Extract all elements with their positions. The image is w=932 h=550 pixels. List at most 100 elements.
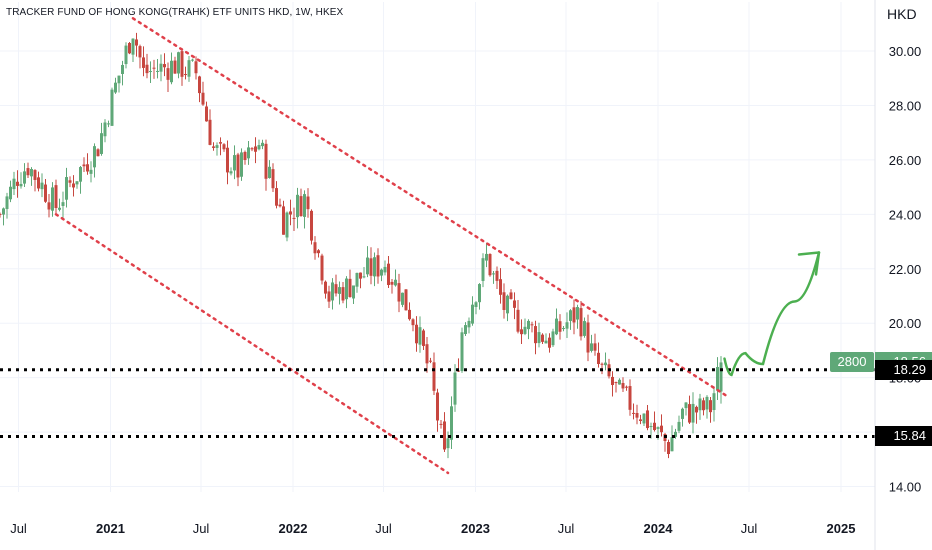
candle-body xyxy=(96,149,100,157)
candle-body xyxy=(387,263,390,285)
candle-body xyxy=(450,406,453,440)
candle-body xyxy=(593,343,597,351)
candle-body xyxy=(380,269,383,276)
candle-body xyxy=(296,194,299,218)
candle-body xyxy=(198,76,201,94)
candle-body xyxy=(415,324,418,344)
candle-body xyxy=(555,318,558,335)
candle-body xyxy=(261,142,264,147)
symbol-badge: 2800 xyxy=(830,352,874,373)
candle-body xyxy=(19,183,23,187)
candle-body xyxy=(471,304,474,324)
price-axis[interactable]: 14.0016.0018.0020.0022.0024.0026.0028.00… xyxy=(874,0,922,550)
candle-body xyxy=(590,343,593,351)
candle-body xyxy=(446,438,450,449)
candle-body xyxy=(226,147,229,173)
price-tick-label: 28.00 xyxy=(889,98,922,113)
candle-body xyxy=(61,202,65,206)
time-tick-label: 2024 xyxy=(644,521,674,536)
candle-body xyxy=(586,322,590,353)
candle-body xyxy=(649,426,653,428)
candle-body xyxy=(338,287,341,294)
candle-body xyxy=(341,287,345,301)
candle-body xyxy=(418,327,422,345)
candle-body xyxy=(495,270,499,281)
candle-body xyxy=(271,169,275,189)
candle-body xyxy=(541,334,544,342)
candle-body xyxy=(222,144,226,150)
currency-label: HKD xyxy=(887,6,917,22)
candle-body xyxy=(478,284,481,303)
candle-body xyxy=(121,64,124,74)
candle-body xyxy=(306,196,310,210)
projection-arrowhead xyxy=(797,251,821,276)
candle-body xyxy=(583,321,586,336)
candle-body xyxy=(331,282,334,301)
candle-body xyxy=(75,181,79,185)
candle-body xyxy=(488,254,492,276)
candle-body xyxy=(26,168,30,176)
candle-body xyxy=(600,363,604,365)
candle-body xyxy=(117,75,121,84)
candle-body xyxy=(467,320,471,328)
candle-body xyxy=(485,253,488,261)
time-tick-label: Jul xyxy=(375,521,392,536)
chart-title: TRACKER FUND OF HONG KONG(TRAHK) ETF UNI… xyxy=(6,7,344,18)
candle-body xyxy=(310,210,313,241)
candle-body xyxy=(275,188,278,206)
candle-body xyxy=(453,372,457,405)
time-axis[interactable]: Jul 2021 Jul 2022 Jul 2023 Jul 2024 Jul 2025 xyxy=(0,494,875,536)
candle-body xyxy=(289,211,292,215)
channel-line xyxy=(54,213,450,475)
candle-body xyxy=(58,207,61,210)
candle-body xyxy=(156,70,159,72)
time-tick-label: Jul xyxy=(10,521,27,536)
candle-body xyxy=(229,171,233,174)
candle-body xyxy=(719,362,723,392)
candle-body xyxy=(411,319,415,326)
candle-body xyxy=(359,272,362,279)
candle-body xyxy=(12,178,16,190)
candle-body xyxy=(401,292,404,305)
channel-line xyxy=(131,17,730,398)
candle-body xyxy=(684,402,688,409)
candle-body xyxy=(51,187,54,211)
candle-body xyxy=(702,400,705,411)
candle-body xyxy=(240,152,243,177)
candle-body xyxy=(324,281,327,294)
candle-body xyxy=(611,376,614,386)
candle-body xyxy=(268,166,271,179)
candle-body xyxy=(362,276,366,278)
candle-body xyxy=(656,427,660,429)
candle-body xyxy=(163,64,166,68)
candle-body xyxy=(257,145,261,150)
candle-body xyxy=(537,332,541,344)
candle-body xyxy=(264,143,268,179)
candle-body xyxy=(691,403,695,423)
candle-body xyxy=(688,404,691,423)
candle-body xyxy=(180,51,184,77)
candle-body xyxy=(639,419,642,422)
candle-body xyxy=(194,61,198,74)
candle-body xyxy=(677,421,681,431)
candle-body xyxy=(135,39,138,46)
horizontal-levels xyxy=(0,368,875,438)
candle-body xyxy=(712,393,716,410)
candle-body xyxy=(292,217,296,219)
candle-body xyxy=(551,331,555,346)
candle-body xyxy=(394,279,397,286)
candle-body xyxy=(2,208,5,215)
candle-body xyxy=(208,119,212,145)
candle-body xyxy=(79,167,82,182)
candle-body xyxy=(215,145,219,148)
candle-body xyxy=(327,291,331,302)
candle-body xyxy=(632,412,635,414)
candle-body xyxy=(138,46,142,58)
price-tick-label: 30.00 xyxy=(889,44,922,59)
candle-body xyxy=(68,180,72,183)
descending-channel xyxy=(54,17,730,475)
time-tick-label: Jul xyxy=(741,521,758,536)
candle-body xyxy=(628,386,632,410)
candle-body xyxy=(313,242,317,254)
